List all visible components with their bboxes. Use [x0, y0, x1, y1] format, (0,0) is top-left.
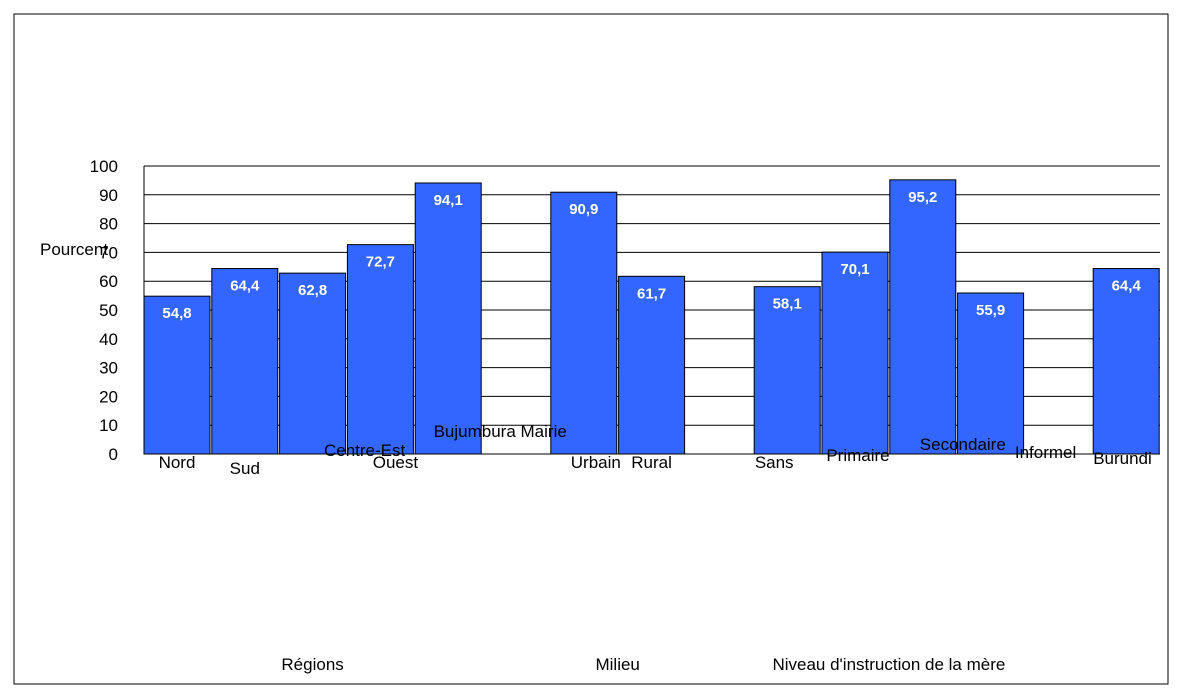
- y-tick-label: 70: [99, 243, 118, 262]
- value-label: 61,7: [637, 285, 666, 302]
- value-labels: 54,8 64,4 62,8 72,7 94,1 90,9 61,7 58,1 70,1 95,2…: [162, 189, 1141, 322]
- y-tick-label: 80: [99, 215, 118, 234]
- value-label: 55,9: [976, 302, 1005, 319]
- y-tick-label: 50: [99, 301, 118, 320]
- y-tick-label: 30: [99, 359, 118, 378]
- category-label: Bujumbura Mairie: [434, 422, 567, 441]
- group-label: Niveau d'instruction de la mère: [772, 655, 1005, 674]
- bar: [821, 251, 889, 455]
- bar: [211, 268, 279, 455]
- y-tick-label: 40: [99, 330, 118, 349]
- category-label: Informel: [1015, 443, 1076, 462]
- y-tick-label: 100: [90, 157, 118, 176]
- value-label: 62,8: [298, 282, 327, 299]
- group-labels: Régions Milieu Niveau d'instruction de la …: [281, 655, 1005, 674]
- bar: [143, 295, 211, 455]
- bar: [550, 191, 618, 455]
- category-label: Sans: [755, 453, 794, 472]
- y-tick-label: 60: [99, 272, 118, 291]
- y-tick-label: 20: [99, 387, 118, 406]
- y-tick-label: 0: [109, 445, 118, 464]
- bar: [957, 292, 1025, 455]
- category-label: Urbain: [571, 453, 621, 472]
- value-label: 90,9: [569, 201, 598, 218]
- value-label: 64,4: [1112, 278, 1142, 295]
- value-label: 70,1: [840, 261, 869, 278]
- category-label: Ouest: [373, 453, 419, 472]
- y-axis-ticks: 0 10 20 30 40 50 60 70 80 90 100: [90, 157, 118, 464]
- group-label: Régions: [281, 655, 343, 674]
- category-label: Secondaire: [920, 435, 1006, 454]
- group-label: Milieu: [595, 655, 639, 674]
- value-label: 94,1: [434, 192, 463, 209]
- bar: [414, 182, 482, 455]
- category-label: Sud: [230, 459, 260, 478]
- bar: [1092, 268, 1160, 455]
- y-axis-label: Pourcent: [40, 240, 108, 259]
- value-label: 95,2: [908, 189, 937, 206]
- bar: [618, 275, 686, 455]
- category-label: Rural: [631, 453, 672, 472]
- category-label: Nord: [159, 453, 196, 472]
- y-tick-label: 90: [99, 186, 118, 205]
- category-label: Primaire: [826, 446, 889, 465]
- y-tick-label: 10: [99, 416, 118, 435]
- value-label: 54,8: [162, 305, 191, 322]
- value-label: 72,7: [366, 254, 395, 271]
- value-label: 58,1: [773, 296, 802, 313]
- category-label: Burundi: [1093, 449, 1152, 468]
- bar: [279, 272, 347, 455]
- bar: [753, 286, 821, 455]
- bar: [346, 244, 414, 455]
- value-label: 64,4: [230, 278, 260, 295]
- bar: [889, 179, 957, 455]
- bars: [143, 179, 1160, 455]
- category-label: Centre-Est: [324, 441, 406, 460]
